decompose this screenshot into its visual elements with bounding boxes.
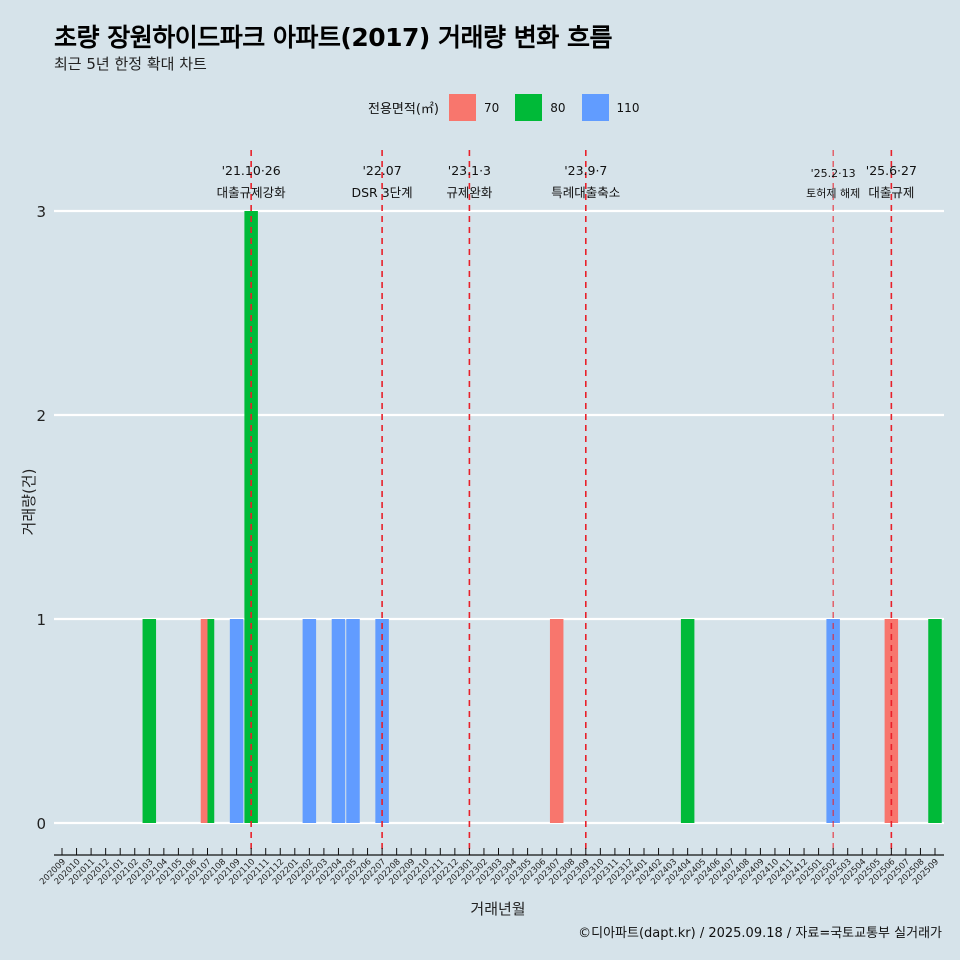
bar-202307-70: [549, 619, 564, 823]
legend-swatch-70: [448, 94, 476, 121]
bar-202205-110: [346, 619, 360, 823]
event-date: '21.10·26: [222, 163, 281, 178]
bar-202107-70: [200, 619, 208, 823]
legend-label-110: 110: [616, 100, 640, 115]
legend-title: 전용면적(㎡): [368, 102, 439, 117]
y-tick-label: 2: [36, 407, 46, 425]
legend-label-70: 70: [483, 100, 500, 115]
event-label: 대출규제강화: [217, 185, 287, 200]
bar-202509-80: [928, 619, 942, 823]
chart-subtitle: 최근 5년 한정 확대 차트: [54, 55, 207, 73]
y-tick-label: 3: [36, 203, 46, 221]
bar-202207-110: [375, 619, 389, 823]
bar-202103-80: [142, 619, 157, 823]
caption: ©디아파트(dapt.kr) / 2025.09.18 / 자료=국토교통부 실…: [578, 926, 942, 941]
bar-202506-70: [884, 619, 899, 823]
legend-label-80: 80: [550, 100, 566, 115]
y-tick-label: 1: [36, 611, 46, 629]
event-date: '25.2·13: [811, 167, 856, 180]
y-tick-label: 0: [36, 815, 46, 833]
chart-title: 초량 장원하이드파크 아파트(2017) 거래량 변화 흐름: [54, 23, 612, 52]
legend-swatch-80: [515, 94, 543, 121]
y-axis-title: 거래량(건): [20, 469, 38, 536]
bar-202107-80: [207, 619, 215, 823]
x-axis-title: 거래년월: [470, 900, 525, 918]
event-date: '22.07: [362, 163, 401, 178]
legend: 전용면적(㎡) 70 80 110: [368, 94, 655, 121]
bar-202404-80: [680, 619, 695, 823]
event-label: DSR 3단계: [352, 185, 413, 200]
bar-202109-110: [229, 619, 244, 823]
event-date: '23.9·7: [564, 163, 607, 178]
event-label: 규제완화: [446, 185, 493, 200]
bar-202202-110: [302, 619, 317, 823]
legend-swatch-110: [581, 94, 609, 121]
event-label: 토허제 해제: [806, 186, 860, 200]
event-label: 대출규제: [868, 185, 914, 200]
event-date: '23.1·3: [448, 163, 491, 178]
bar-202204-110: [331, 619, 346, 823]
bar-202502-110: [826, 619, 840, 823]
event-date: '25.6·27: [866, 163, 917, 178]
event-label: 특례대출축소: [551, 185, 620, 200]
